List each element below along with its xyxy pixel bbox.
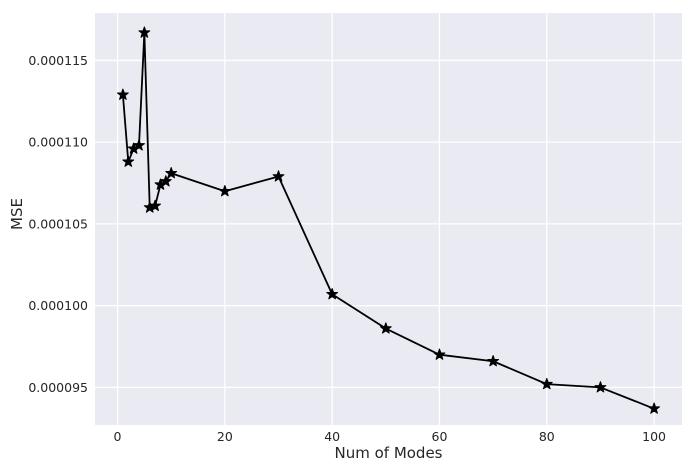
x-tick-label: 40 [324, 429, 340, 444]
x-tick-label: 20 [217, 429, 233, 444]
data-point-marker [138, 26, 151, 38]
data-point-marker [433, 348, 446, 360]
data-point-marker [379, 322, 392, 334]
x-tick-label: 100 [642, 429, 666, 444]
y-tick-label: 0.000095 [28, 380, 88, 395]
y-tick-label: 0.000110 [28, 135, 88, 150]
x-tick-label: 80 [539, 429, 555, 444]
data-point-marker [149, 199, 162, 212]
x-tick-label: 0 [114, 429, 122, 444]
data-point-marker [326, 288, 339, 300]
data-point-marker [487, 355, 500, 367]
y-axis-label: MSE [8, 198, 26, 230]
y-tick-label: 0.000115 [28, 53, 88, 68]
y-tick-label: 0.000105 [28, 216, 88, 231]
data-point-marker [165, 167, 178, 179]
data-point-marker [159, 175, 172, 187]
data-point-marker [272, 170, 285, 182]
data-point-marker [116, 88, 129, 100]
y-tick-label: 0.000100 [28, 298, 88, 313]
x-axis-label: Num of Modes [334, 444, 443, 462]
data-point-marker [540, 377, 553, 390]
data-point-marker [218, 185, 231, 197]
data-point-marker [122, 155, 135, 167]
plot-area [95, 13, 682, 425]
data-point-marker [648, 402, 661, 414]
data-point-marker [133, 139, 145, 151]
data-point-marker [594, 381, 607, 393]
x-tick-label: 60 [432, 429, 448, 444]
